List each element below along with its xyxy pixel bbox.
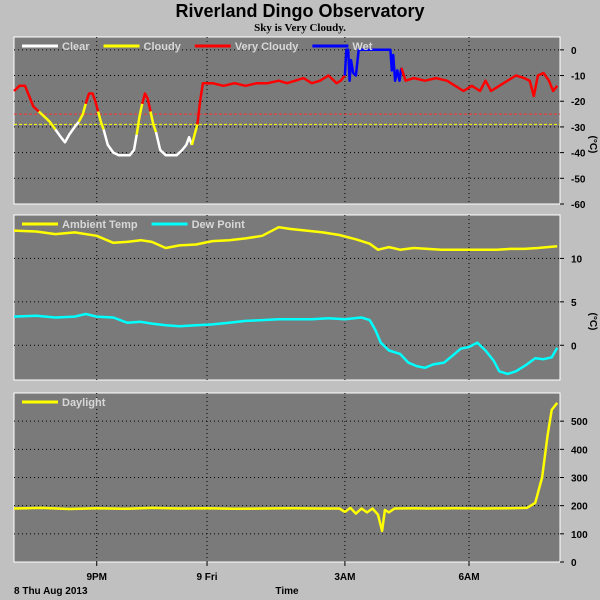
series-line — [149, 111, 158, 133]
y-tick-label: 0 — [571, 341, 577, 352]
series-line — [400, 67, 559, 98]
chart-title: Riverland Dingo Observatory — [175, 1, 425, 21]
series-line — [13, 84, 40, 113]
y-tick-label: -30 — [571, 123, 586, 134]
series-line — [13, 402, 559, 533]
legend-entry: Wet — [312, 41, 373, 53]
legend-entry: Dew Point — [151, 219, 246, 231]
legend-entry: Clear — [22, 41, 90, 53]
legend-label: Very Cloudy — [235, 41, 299, 53]
x-tick-label: 9 Fri — [196, 572, 217, 583]
series-line — [135, 103, 144, 135]
series-line — [13, 312, 559, 376]
series-line — [54, 121, 80, 144]
x-axis-label: Time — [275, 586, 299, 597]
series-line — [140, 92, 152, 112]
x-tick-label: 3AM — [334, 572, 355, 583]
series-line — [84, 92, 100, 112]
y-tick-label: 300 — [571, 474, 588, 485]
y-tick-label: 5 — [571, 298, 577, 309]
y-tick-label: 0 — [571, 46, 577, 57]
series-line — [154, 131, 194, 157]
y-axis-label: (°C) — [587, 136, 598, 154]
y-tick-label: -10 — [571, 72, 586, 83]
series-line — [102, 129, 138, 157]
legend-label: Wet — [352, 41, 372, 53]
y-tick-label: -40 — [571, 149, 586, 160]
y-tick-label: -50 — [571, 174, 586, 185]
legend-entry: Daylight — [22, 397, 106, 409]
legend-label: Dew Point — [192, 219, 246, 231]
legend-entry: Cloudy — [103, 41, 182, 53]
temperature-panel: 10 5 0 (°C) Ambient Temp Dew Point — [13, 214, 598, 381]
daylight-panel: 500 400 300 200 100 0 Daylight — [13, 392, 588, 569]
sky-temperature-panel: 0 -10 -20 -30 -40 -50 -60 (°C) Clear Cloudy Very C… — [13, 36, 598, 211]
legend-entry: Very Cloudy — [194, 41, 299, 53]
y-tick-label: 0 — [571, 558, 577, 569]
legend-label: Ambient Temp — [62, 219, 138, 231]
y-tick-label: 400 — [571, 445, 588, 456]
y-tick-label: -60 — [571, 200, 586, 211]
date-label: 8 Thu Aug 2013 — [14, 586, 88, 597]
chart-subtitle: Sky is Very Cloudy. — [254, 22, 346, 34]
x-tick-label: 6AM — [458, 572, 479, 583]
y-tick-label: 100 — [571, 530, 588, 541]
plot-area — [13, 214, 561, 381]
x-tick-label: 9PM — [86, 572, 107, 583]
y-tick-label: 200 — [571, 502, 588, 513]
series-line — [190, 124, 199, 146]
legend-entry: Ambient Temp — [22, 219, 138, 231]
series-line — [37, 110, 57, 131]
series-line — [343, 48, 403, 82]
legend-label: Clear — [62, 41, 90, 53]
y-tick-label: 10 — [571, 254, 583, 265]
series-line — [196, 74, 346, 125]
y-axis-label: (°C) — [587, 313, 598, 331]
series-line — [96, 111, 105, 130]
series-line — [77, 103, 87, 123]
y-tick-label: -20 — [571, 97, 586, 108]
plot-area — [13, 36, 561, 205]
y-tick-label: 500 — [571, 417, 588, 428]
series-line — [13, 225, 558, 251]
legend-label: Cloudy — [144, 41, 182, 53]
legend-label: Daylight — [62, 397, 106, 409]
